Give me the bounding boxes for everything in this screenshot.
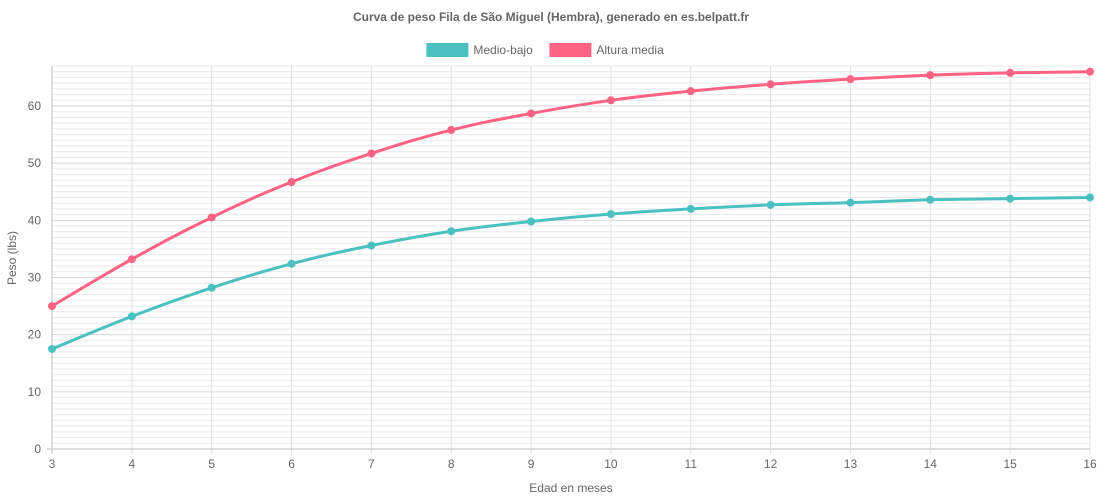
data-point[interactable] (287, 178, 296, 187)
legend-item[interactable]: Medio-bajo (426, 43, 533, 57)
chart-title: Curva de peso Fila de São Miguel (Hembra… (353, 10, 749, 24)
data-point[interactable] (447, 126, 456, 135)
data-point[interactable] (846, 75, 855, 84)
y-tick-label: 10 (28, 385, 42, 399)
y-tick-label: 0 (34, 442, 41, 456)
y-tick-label: 50 (28, 156, 42, 170)
series-line (51, 70, 1091, 308)
grid (51, 65, 1091, 454)
data-point[interactable] (527, 109, 536, 118)
x-tick-label: 3 (49, 457, 56, 471)
legend-swatch (426, 43, 469, 57)
data-point[interactable] (127, 255, 136, 264)
data-point[interactable] (1086, 193, 1094, 202)
data-point[interactable] (766, 200, 775, 209)
data-point[interactable] (207, 283, 216, 292)
data-point[interactable] (48, 302, 56, 311)
data-point[interactable] (287, 259, 296, 268)
data-point[interactable] (1006, 194, 1015, 203)
x-tick-label: 5 (208, 457, 215, 471)
x-tick-label: 7 (368, 457, 375, 471)
data-point[interactable] (686, 204, 695, 213)
x-tick-label: 9 (528, 457, 535, 471)
legend-item[interactable]: Altura media (549, 43, 664, 57)
data-point[interactable] (766, 80, 775, 89)
x-tick-label: 15 (1003, 457, 1017, 471)
data-point[interactable] (686, 87, 695, 96)
data-point[interactable] (447, 227, 456, 236)
data-point[interactable] (527, 217, 536, 226)
legend-label: Altura media (596, 43, 664, 57)
tick-labels: 0 10 20 30 40 50 60 3 4 5 6 7 8 9 10 11 12 13 14 15 16 (28, 99, 1097, 471)
x-tick-label: 12 (764, 457, 778, 471)
x-tick-label: 6 (288, 457, 295, 471)
data-point[interactable] (367, 149, 376, 158)
x-tick-label: 10 (604, 457, 618, 471)
x-tick-label: 8 (448, 457, 455, 471)
legend-label: Medio-bajo (473, 43, 533, 57)
series-layer (48, 67, 1094, 353)
data-point[interactable] (846, 198, 855, 207)
legend-swatch (549, 43, 592, 57)
y-tick-label: 30 (28, 271, 42, 285)
data-point[interactable] (926, 195, 935, 204)
data-point[interactable] (606, 210, 615, 219)
x-tick-label: 14 (924, 457, 938, 471)
data-point[interactable] (207, 213, 216, 222)
data-point[interactable] (367, 241, 376, 250)
x-axis-title: Edad en meses (529, 481, 612, 495)
data-point[interactable] (606, 96, 615, 105)
data-point[interactable] (926, 71, 935, 80)
x-tick-label: 16 (1083, 457, 1097, 471)
data-point[interactable] (1006, 68, 1015, 77)
x-tick-label: 13 (844, 457, 858, 471)
legend: Medio-bajo Altura media (426, 43, 664, 57)
x-tick-label: 4 (129, 457, 136, 471)
y-tick-label: 40 (28, 213, 42, 227)
y-tick-label: 60 (28, 99, 42, 113)
data-point[interactable] (1086, 67, 1094, 76)
y-axis-title: Peso (lbs) (5, 231, 19, 285)
series-1 (48, 193, 1094, 353)
data-point[interactable] (48, 344, 56, 353)
series-2 (48, 67, 1094, 311)
x-tick-label: 11 (685, 457, 698, 471)
y-tick-label: 20 (28, 328, 42, 342)
data-point[interactable] (127, 312, 136, 321)
